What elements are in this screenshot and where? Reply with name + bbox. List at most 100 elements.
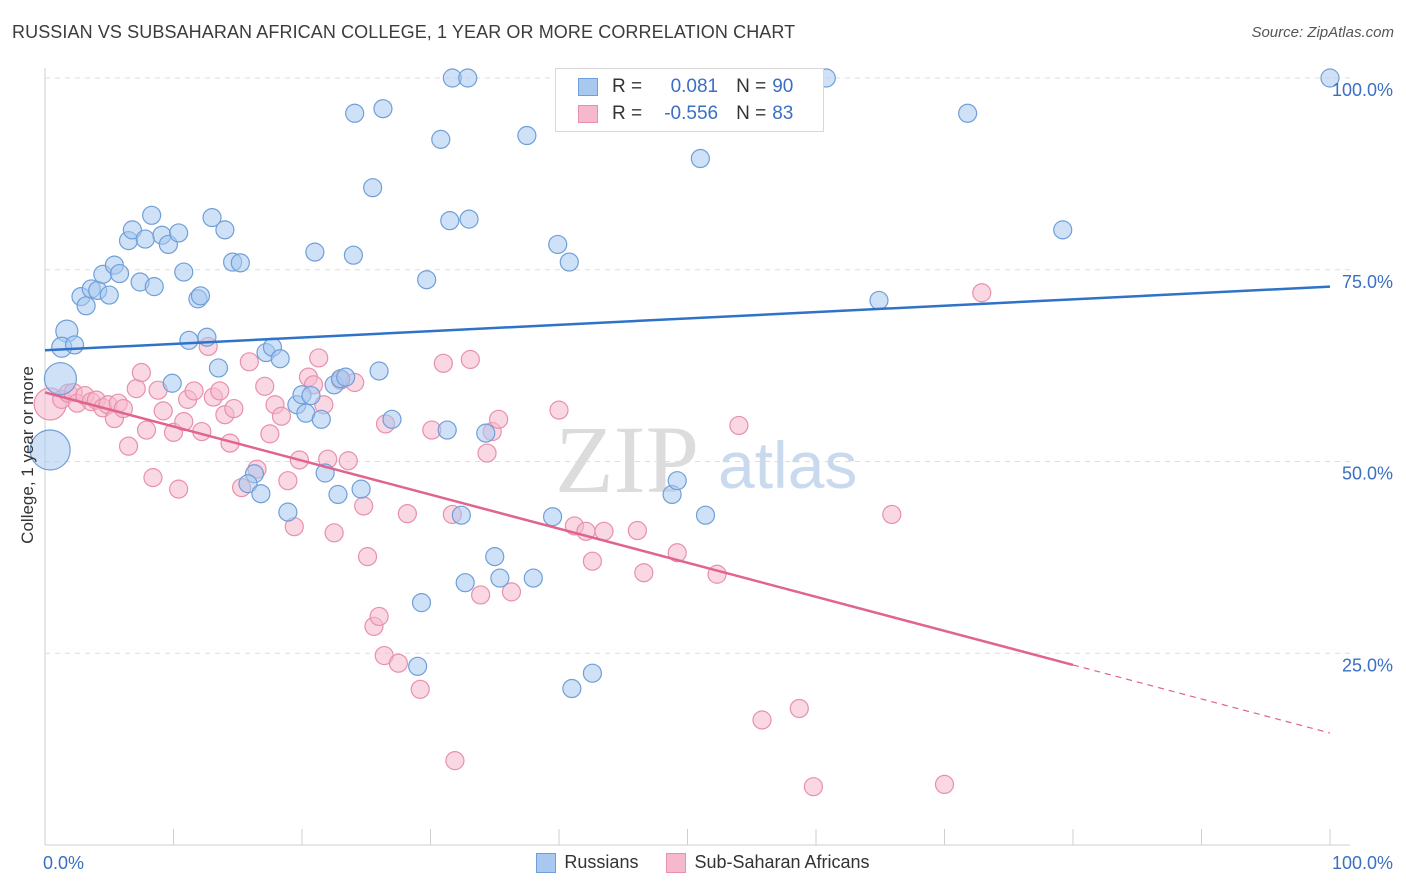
legend-swatch-subsaharan xyxy=(578,105,598,123)
series-russians-points xyxy=(29,68,1340,699)
subsaharan-point xyxy=(549,400,569,420)
legend-n-label: N = xyxy=(736,76,767,97)
russian-point xyxy=(99,285,119,305)
legend-label-subsaharan: Sub-Saharan Africans xyxy=(694,852,870,872)
russian-point xyxy=(485,547,505,567)
y-tick-label: 25.0% xyxy=(1342,655,1393,675)
russian-point xyxy=(458,68,478,88)
subsaharan-point xyxy=(594,521,614,541)
series-subsaharan-points xyxy=(33,283,992,797)
y-tick-label: 100.0% xyxy=(1332,80,1393,100)
legend-label-russians: Russians xyxy=(564,852,639,872)
subsaharan-point xyxy=(271,406,292,426)
legend-r-value: -0.556 xyxy=(664,103,719,124)
legend-swatch-russians xyxy=(578,78,598,96)
subsaharan-point xyxy=(131,362,151,383)
watermark-atlas: atlas xyxy=(718,428,857,502)
trendline-subsaharan xyxy=(44,391,1074,667)
russian-point xyxy=(1320,68,1340,88)
russian-point xyxy=(417,270,437,290)
x-tick-label: 100.0% xyxy=(1332,853,1393,873)
subsaharan-point xyxy=(397,504,417,524)
russian-point xyxy=(408,656,428,676)
russian-point xyxy=(43,362,78,396)
russian-point xyxy=(345,103,365,123)
russian-point xyxy=(437,420,457,440)
subsaharan-point xyxy=(471,585,491,605)
subsaharan-point xyxy=(169,479,189,499)
russian-point xyxy=(869,290,889,311)
subsaharan-point xyxy=(153,401,173,421)
russian-point xyxy=(517,125,537,146)
russian-point xyxy=(64,335,85,355)
russian-point xyxy=(190,286,211,306)
legend-r-label: R = xyxy=(612,76,643,97)
subsaharan-point xyxy=(324,523,344,543)
subsaharan-point xyxy=(752,710,772,730)
russian-point xyxy=(230,253,250,273)
russian-point xyxy=(328,484,348,505)
russian-point xyxy=(958,103,978,123)
russian-point xyxy=(455,573,475,593)
subsaharan-point xyxy=(582,551,603,571)
trendline-russians xyxy=(44,285,1331,352)
y-tick-label: 50.0% xyxy=(1342,464,1393,484)
russian-point xyxy=(542,507,563,527)
subsaharan-point xyxy=(460,349,480,370)
subsaharan-point xyxy=(934,774,955,795)
subsaharan-point xyxy=(239,352,259,372)
subsaharan-point xyxy=(126,379,146,399)
russian-point xyxy=(305,242,325,262)
subsaharan-point xyxy=(357,547,378,567)
y-tick-labels: 25.0% 50.0% 75.0% 100.0% xyxy=(1332,80,1393,675)
subsaharan-point xyxy=(667,543,687,563)
legend-row-subsaharan: R = -0.556 N = 83 xyxy=(578,101,811,127)
russian-point xyxy=(548,234,568,255)
legend-item-subsaharan: Sub-Saharan Africans xyxy=(666,852,870,873)
russian-point xyxy=(562,678,582,699)
legend-swatch-russians xyxy=(536,852,557,873)
russian-point xyxy=(363,178,383,198)
subsaharan-point xyxy=(309,348,329,368)
legend-row-russians: R = 0.081 N = 90 xyxy=(578,74,811,100)
subsaharan-point xyxy=(882,504,902,525)
subsaharan-point xyxy=(627,520,647,541)
chart-title: RUSSIAN VS SUBSAHARAN AFRICAN COLLEGE, 1… xyxy=(12,22,796,42)
x-tick-labels: 0.0% 100.0% xyxy=(43,853,1393,873)
russian-point xyxy=(135,229,155,249)
subsaharan-point xyxy=(184,381,204,401)
russian-point xyxy=(174,262,194,282)
russian-point xyxy=(431,129,451,149)
russian-point xyxy=(76,296,96,316)
russian-point xyxy=(251,484,271,504)
russian-point xyxy=(451,505,471,525)
subsaharan-point xyxy=(477,443,497,463)
legend-r-label: R = xyxy=(612,103,643,124)
subsaharan-point xyxy=(634,563,654,583)
subsaharan-point xyxy=(789,698,809,719)
legend-swatch-subsaharan xyxy=(666,852,687,873)
y-axis-label: College, 1 year or more xyxy=(18,366,37,544)
russian-point xyxy=(144,277,164,297)
trend-lines xyxy=(44,285,1331,734)
legend-n-value: 90 xyxy=(772,76,794,97)
russian-point xyxy=(238,474,258,494)
subsaharan-point xyxy=(174,412,194,432)
series-legend: Russians Sub-Saharan Africans xyxy=(0,852,1406,873)
russian-point xyxy=(336,367,356,387)
subsaharan-point xyxy=(729,415,749,436)
russian-point xyxy=(695,505,716,525)
russian-point xyxy=(278,502,298,522)
russian-point xyxy=(311,409,331,429)
russian-point xyxy=(523,568,543,588)
subsaharan-point xyxy=(354,496,374,516)
russian-point xyxy=(1053,220,1073,240)
subsaharan-point xyxy=(369,606,389,627)
russian-point xyxy=(301,385,321,406)
subsaharan-point xyxy=(489,409,509,429)
subsaharan-point xyxy=(224,398,244,419)
y-tick-label: 75.0% xyxy=(1342,272,1393,292)
russian-point xyxy=(582,663,603,683)
subsaharan-point xyxy=(972,283,992,303)
